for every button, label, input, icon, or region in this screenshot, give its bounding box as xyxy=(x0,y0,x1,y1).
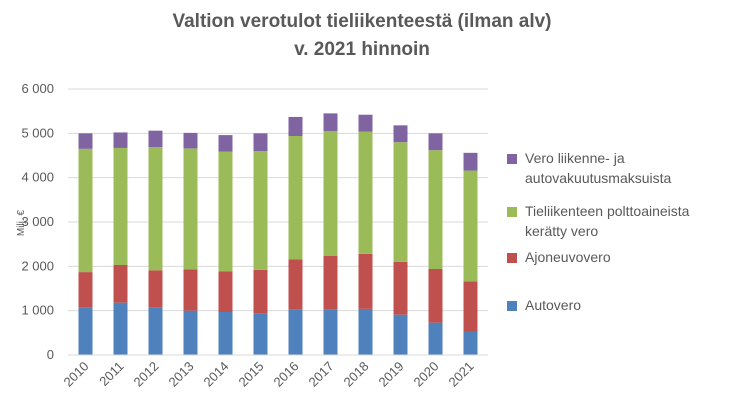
y-tick-label: 2 000 xyxy=(21,258,54,273)
bar-segment xyxy=(183,148,198,270)
bar-segment xyxy=(288,309,303,355)
legend-label: kerätty vero xyxy=(525,223,598,239)
gridlines xyxy=(68,88,488,312)
bar-segment xyxy=(78,307,93,355)
x-tick-label: 2018 xyxy=(341,359,372,390)
bar-segment xyxy=(148,270,163,308)
bar-segment xyxy=(393,314,408,355)
x-tick-label: 2012 xyxy=(131,359,162,390)
legend-label: Tieliikenteen polttoaineista xyxy=(525,203,690,219)
bar-segment xyxy=(183,269,198,311)
legend-swatch xyxy=(507,253,517,263)
bar-segment xyxy=(218,135,233,152)
bar-segment xyxy=(253,313,268,355)
bar-segment xyxy=(218,271,233,312)
bar-segment xyxy=(323,131,338,256)
bar-segment xyxy=(113,302,128,355)
bar-segment xyxy=(393,142,408,262)
legend-label: Autovero xyxy=(525,297,581,313)
y-tick-label: 4 000 xyxy=(21,170,54,185)
bar-segment xyxy=(428,150,443,269)
legend-label: Ajoneuvovero xyxy=(525,249,611,265)
bar-segment xyxy=(323,309,338,355)
legend-swatch xyxy=(507,154,517,164)
bars xyxy=(78,113,478,355)
x-tick-label: 2019 xyxy=(376,359,407,390)
bar-segment xyxy=(428,133,443,151)
bar-segment xyxy=(113,147,128,266)
y-tick-label: 1 000 xyxy=(21,303,54,318)
bar-segment xyxy=(463,170,478,282)
x-tick-label: 2017 xyxy=(306,359,337,390)
bar-segment xyxy=(253,269,268,314)
x-tick-label: 2016 xyxy=(271,359,302,390)
bar-segment xyxy=(183,132,198,149)
bar-segment xyxy=(78,272,93,308)
bar-segment xyxy=(148,130,163,148)
bar-segment xyxy=(148,147,163,271)
bar-segment xyxy=(253,151,268,270)
x-tick-label: 2015 xyxy=(236,359,267,390)
y-tick-label: 6 000 xyxy=(21,81,54,96)
bar-segment xyxy=(288,259,303,310)
bar-segment xyxy=(358,253,373,309)
x-tick-label: 2014 xyxy=(201,359,232,390)
y-tick-label: 5 000 xyxy=(21,125,54,140)
bar-segment xyxy=(288,135,303,260)
x-tick-label: 2013 xyxy=(166,359,197,390)
bar-segment xyxy=(323,255,338,310)
legend-label: Vero liikenne- ja xyxy=(525,150,625,166)
legend-swatch xyxy=(507,207,517,217)
legend: Vero liikenne- ja autovakuutusmaksuista Ti… xyxy=(507,150,690,313)
bar-segment xyxy=(113,132,128,148)
chart-title-line-2: v. 2021 hinnoin xyxy=(294,39,430,60)
bar-segment xyxy=(253,133,268,152)
x-axis-ticks: 2010 2011 2012 2013 2014 2015 2016 2017 2018 2019… xyxy=(61,359,477,390)
legend-label: autovakuutusmaksuista xyxy=(525,170,672,186)
bar-segment xyxy=(218,151,233,272)
bar-segment xyxy=(218,311,233,355)
chart-title-line-1: Valtion verotulot tieliikenteestä (ilman… xyxy=(172,11,551,32)
bar-segment xyxy=(463,152,478,171)
y-tick-label: 3 000 xyxy=(21,214,54,229)
chart-title: Valtion verotulot tieliikenteestä (ilman… xyxy=(172,11,551,60)
bar-segment xyxy=(393,261,408,315)
x-tick-label: 2010 xyxy=(61,359,92,390)
bar-segment xyxy=(358,308,373,355)
bar-segment xyxy=(358,131,373,254)
bar-segment xyxy=(183,310,198,355)
bar-segment xyxy=(463,281,478,332)
bar-segment xyxy=(148,307,163,355)
bar-segment xyxy=(428,322,443,355)
y-tick-label: 0 xyxy=(47,347,54,362)
y-axis-ticks: 0 1 000 2 000 3 000 4 000 5 000 6 000 xyxy=(21,81,54,362)
bar-segment xyxy=(463,331,478,355)
bar-segment xyxy=(428,268,443,323)
bar-segment xyxy=(358,114,373,132)
legend-swatch xyxy=(507,301,517,311)
bar-segment xyxy=(393,125,408,143)
x-tick-label: 2021 xyxy=(446,359,477,390)
bar-segment xyxy=(323,113,338,132)
bar-segment xyxy=(113,265,128,303)
bar-segment xyxy=(288,116,303,136)
x-tick-label: 2011 xyxy=(96,359,126,389)
x-tick-label: 2020 xyxy=(411,359,442,390)
bar-segment xyxy=(78,148,93,273)
bar-segment xyxy=(78,133,93,149)
y-axis-label: Milj. € xyxy=(16,210,27,237)
